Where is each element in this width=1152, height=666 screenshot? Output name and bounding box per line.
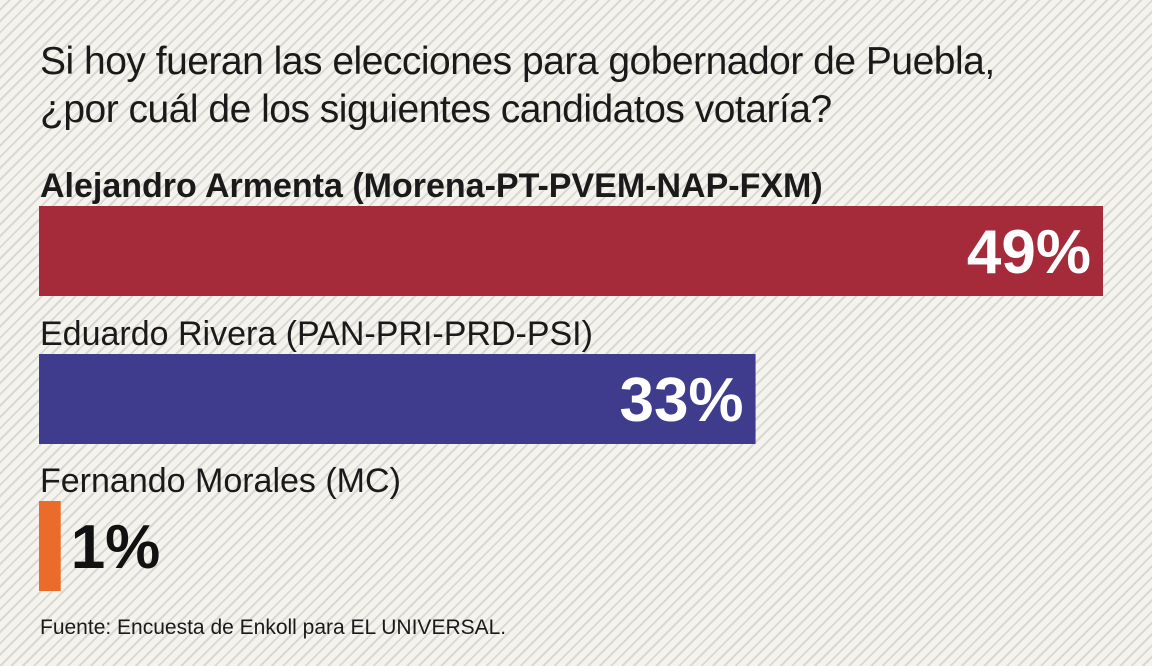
source-note: Fuente: Encuesta de Enkoll para EL UNIVE…	[40, 616, 507, 639]
value-label-2: 33%	[619, 366, 743, 435]
bar-3	[39, 501, 61, 591]
value-label-3: 1%	[71, 513, 161, 582]
value-label-1: 49%	[967, 218, 1091, 287]
category-label-3: Fernando Morales (MC)	[40, 462, 401, 500]
category-label-1: Alejandro Armenta (Morena-PT-PVEM-NAP-FX…	[40, 167, 823, 205]
title-line-1: Si hoy fueran las elecciones para gobern…	[40, 40, 995, 83]
category-label-2: Eduardo Rivera (PAN-PRI-PRD-PSI)	[40, 315, 593, 353]
bar-1	[39, 206, 1103, 296]
bar-2	[39, 354, 756, 444]
chart-title: Si hoy fueran las elecciones para gobern…	[40, 38, 1120, 134]
title-line-2: ¿por cuál de los siguientes candidatos v…	[40, 88, 832, 131]
